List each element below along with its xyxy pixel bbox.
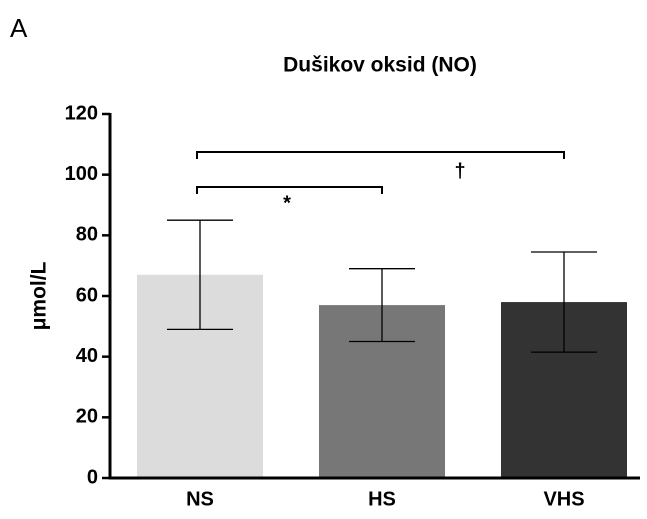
y-tick-label: 0 [87, 466, 98, 488]
x-tick-label: VHS [543, 488, 584, 510]
y-tick-label: 20 [76, 406, 98, 428]
y-tick-label: 100 [65, 163, 98, 185]
panel-label: A [10, 13, 28, 43]
significance-mark: * [283, 192, 291, 214]
y-tick-label: 120 [65, 102, 98, 124]
significance-mark: † [454, 160, 465, 182]
x-tick-label: HS [368, 488, 396, 510]
y-tick-label: 60 [76, 284, 98, 306]
y-axis-label: μmol/L [28, 261, 51, 330]
y-tick-label: 40 [76, 345, 98, 367]
significance-bracket [196, 186, 383, 194]
x-tick-label: NS [186, 488, 214, 510]
significance-bracket [196, 151, 565, 159]
y-tick-label: 80 [76, 224, 98, 246]
chart-title: Dušikov oksid (NO) [283, 54, 477, 77]
